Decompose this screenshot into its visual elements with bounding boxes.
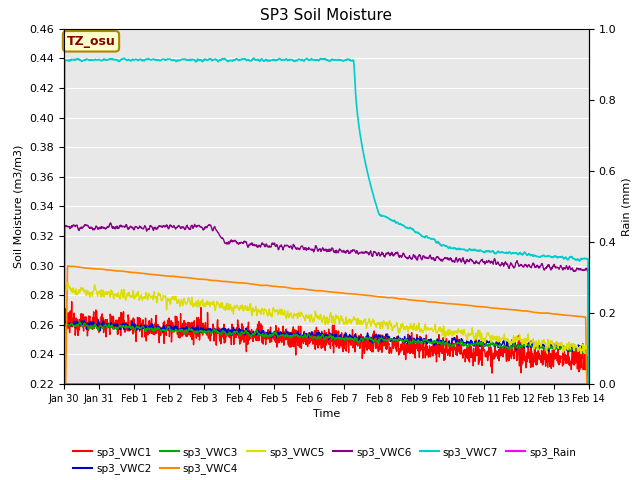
Legend: sp3_VWC1, sp3_VWC2, sp3_VWC3, sp3_VWC4, sp3_VWC5, sp3_VWC6, sp3_VWC7, sp3_Rain: sp3_VWC1, sp3_VWC2, sp3_VWC3, sp3_VWC4, … <box>69 443 580 478</box>
sp3_Rain <box>303 381 311 387</box>
sp3_Rain <box>585 381 593 387</box>
sp3_VWC7 <box>250 55 257 61</box>
sp3_VWC5 <box>283 312 291 318</box>
Line: sp3_VWC7: sp3_VWC7 <box>64 58 589 440</box>
sp3_VWC3 <box>283 333 291 339</box>
sp3_VWC7 <box>359 148 367 154</box>
sp3_VWC2 <box>283 329 291 335</box>
sp3_VWC4 <box>303 287 311 292</box>
sp3_VWC3 <box>76 319 83 325</box>
sp3_Rain <box>294 381 301 387</box>
sp3_VWC1 <box>101 322 109 327</box>
Line: sp3_VWC2: sp3_VWC2 <box>64 320 589 466</box>
sp3_VWC4 <box>122 269 130 275</box>
sp3_VWC6 <box>294 245 301 251</box>
sp3_VWC7 <box>100 57 108 62</box>
sp3_VWC4 <box>294 286 301 292</box>
sp3_VWC5 <box>122 295 130 301</box>
sp3_VWC6 <box>359 249 367 255</box>
Line: sp3_VWC6: sp3_VWC6 <box>64 223 589 447</box>
sp3_VWC3 <box>101 322 109 328</box>
Y-axis label: Soil Moisture (m3/m3): Soil Moisture (m3/m3) <box>14 144 24 268</box>
sp3_VWC4 <box>101 267 109 273</box>
sp3_VWC6 <box>122 223 130 228</box>
sp3_VWC2 <box>101 322 109 327</box>
sp3_VWC5 <box>64 279 72 285</box>
Text: TZ_osu: TZ_osu <box>67 35 115 48</box>
sp3_VWC4 <box>283 285 291 290</box>
sp3_VWC4 <box>63 263 71 269</box>
sp3_VWC1 <box>585 348 593 354</box>
sp3_VWC7 <box>585 437 593 443</box>
sp3_VWC5 <box>101 292 109 298</box>
sp3_VWC5 <box>294 314 301 320</box>
sp3_VWC2 <box>359 337 367 343</box>
X-axis label: Time: Time <box>313 409 340 419</box>
sp3_VWC3 <box>60 475 68 480</box>
sp3_VWC1 <box>68 299 76 305</box>
sp3_VWC7 <box>294 57 301 63</box>
sp3_VWC2 <box>303 332 311 337</box>
sp3_VWC4 <box>359 292 367 298</box>
sp3_VWC5 <box>359 320 367 325</box>
Line: sp3_VWC5: sp3_VWC5 <box>64 282 589 469</box>
sp3_VWC7 <box>122 57 130 63</box>
sp3_VWC5 <box>303 313 311 319</box>
sp3_VWC2 <box>294 329 301 335</box>
sp3_VWC2 <box>585 463 593 469</box>
Line: sp3_VWC1: sp3_VWC1 <box>64 302 589 375</box>
sp3_VWC1 <box>359 334 367 339</box>
sp3_VWC3 <box>122 323 130 328</box>
sp3_Rain <box>283 381 291 387</box>
sp3_VWC2 <box>77 317 85 323</box>
sp3_VWC1 <box>294 332 301 337</box>
sp3_Rain <box>359 381 367 387</box>
sp3_VWC1 <box>583 372 591 378</box>
sp3_Rain <box>100 381 108 387</box>
Line: sp3_VWC4: sp3_VWC4 <box>64 266 589 480</box>
sp3_VWC3 <box>303 333 311 339</box>
sp3_VWC6 <box>107 220 115 226</box>
sp3_VWC6 <box>303 246 311 252</box>
Title: SP3 Soil Moisture: SP3 Soil Moisture <box>260 9 392 24</box>
sp3_Rain <box>122 381 130 387</box>
sp3_VWC6 <box>100 226 108 231</box>
sp3_VWC3 <box>359 337 367 343</box>
sp3_VWC1 <box>283 336 291 342</box>
sp3_VWC7 <box>303 56 311 61</box>
sp3_VWC6 <box>283 242 291 248</box>
sp3_VWC5 <box>60 423 68 429</box>
Y-axis label: Rain (mm): Rain (mm) <box>622 177 632 236</box>
sp3_VWC1 <box>60 319 68 324</box>
sp3_VWC7 <box>283 57 291 62</box>
sp3_VWC1 <box>122 320 130 325</box>
sp3_Rain <box>60 381 68 387</box>
sp3_VWC6 <box>60 417 68 423</box>
Line: sp3_VWC3: sp3_VWC3 <box>64 322 589 480</box>
sp3_VWC2 <box>122 324 130 329</box>
sp3_VWC6 <box>585 444 593 450</box>
sp3_VWC3 <box>294 334 301 339</box>
sp3_VWC5 <box>585 467 593 472</box>
sp3_VWC1 <box>303 341 311 347</box>
sp3_VWC7 <box>60 316 68 322</box>
sp3_VWC2 <box>60 449 68 455</box>
